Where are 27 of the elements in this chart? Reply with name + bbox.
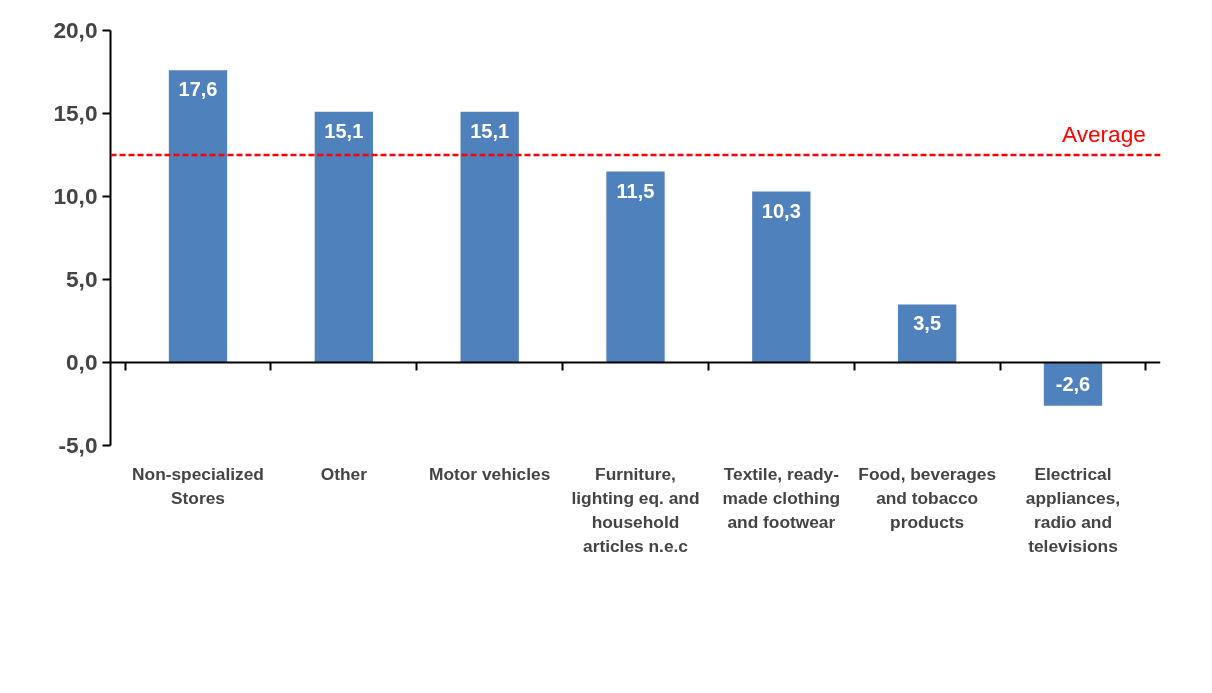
y-tick-label: 0,0 (66, 349, 98, 375)
bar (168, 70, 228, 363)
data-label: 15,1 (324, 119, 364, 142)
x-tick-label: Non-specialized Stores (132, 463, 264, 508)
y-tick-label: -5,0 (58, 432, 98, 458)
x-tick-label: Food, beverages and tobacco products (858, 463, 997, 532)
bar (752, 191, 811, 363)
y-tick-label: 5,0 (66, 266, 98, 292)
x-tick-label: Other (320, 463, 368, 484)
data-label: -2,6 (1055, 373, 1091, 396)
ref-line-label: Average (1061, 121, 1146, 147)
x-tick-label: Motor vehicles (429, 463, 551, 484)
y-tick-label: 20,0 (53, 17, 98, 43)
data-label: 15,1 (470, 119, 510, 142)
data-label: 11,5 (616, 179, 655, 202)
bar (314, 111, 373, 363)
x-tick-label: Textile, ready-made clothing and footwear (722, 463, 841, 532)
data-label: 3,5 (913, 312, 942, 335)
bar (898, 304, 957, 363)
data-label: 10,3 (761, 199, 801, 222)
x-tick-label: Furniture, lighting eq. and household articles n.e.c (571, 463, 700, 556)
x-tick-label: Electrical appliances, radio and televisions (1025, 463, 1121, 556)
data-label: 17,6 (178, 78, 218, 101)
y-tick-label: 15,0 (53, 100, 98, 126)
y-tick-label: 10,0 (53, 183, 98, 209)
bar (460, 111, 519, 363)
bar (606, 171, 665, 363)
